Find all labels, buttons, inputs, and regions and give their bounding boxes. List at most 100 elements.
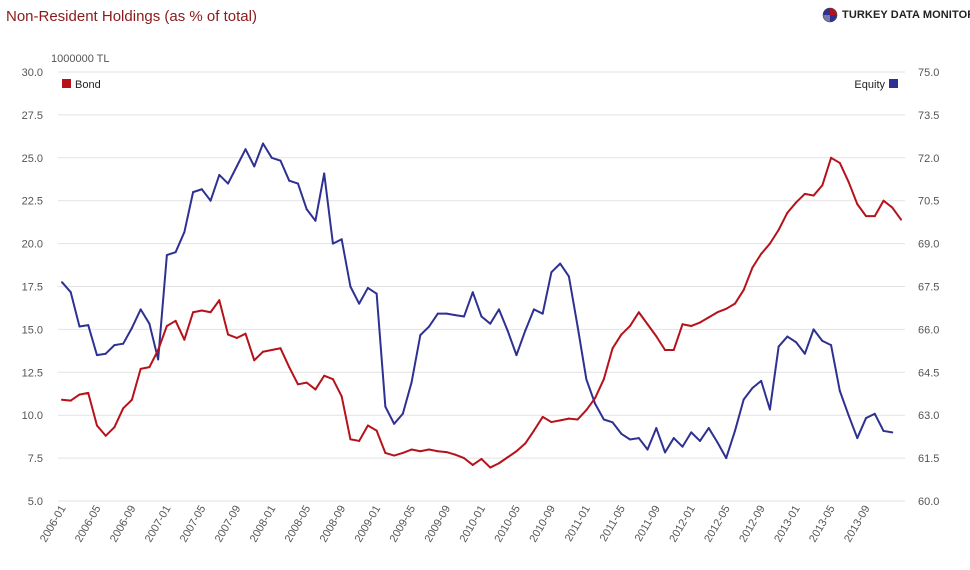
data-point-bond: [716, 311, 719, 314]
data-point-equity: [777, 345, 780, 348]
x-tick-label: 2007-01: [143, 504, 174, 545]
left-tick-label: 10.0: [22, 410, 43, 422]
data-point-equity: [847, 414, 850, 417]
legend-label-bond[interactable]: Bond: [75, 79, 101, 91]
data-point-bond: [480, 457, 483, 460]
data-point-equity: [358, 302, 361, 305]
data-point-equity: [323, 172, 326, 175]
data-point-equity: [567, 275, 570, 278]
data-point-bond: [681, 323, 684, 326]
data-point-bond: [165, 324, 168, 327]
data-point-equity: [244, 148, 247, 151]
data-point-equity: [891, 431, 894, 434]
left-tick-label: 30.0: [22, 67, 43, 79]
right-tick-label: 61.5: [918, 453, 939, 465]
data-point-bond: [61, 398, 63, 401]
left-tick-label: 12.5: [22, 367, 43, 379]
right-tick-label: 60.0: [918, 496, 939, 508]
data-point-equity: [296, 182, 299, 185]
x-tick-label: 2011-01: [563, 504, 593, 544]
legend-swatch-bond: [62, 79, 71, 88]
data-point-bond: [366, 424, 369, 427]
x-tick-label: 2009-01: [353, 504, 384, 545]
x-tick-label: 2013-01: [772, 504, 803, 545]
data-point-equity: [401, 412, 404, 415]
data-point-bond: [314, 388, 317, 391]
data-point-bond: [489, 466, 492, 469]
data-point-bond: [803, 192, 806, 195]
data-point-bond: [463, 457, 466, 460]
legend-swatch-equity: [889, 79, 898, 88]
data-point-bond: [900, 218, 902, 221]
data-point-bond: [384, 451, 387, 454]
data-point-equity: [751, 387, 754, 390]
data-point-equity: [803, 352, 806, 355]
x-tick-label: 2007-09: [213, 504, 244, 545]
data-point-bond: [393, 454, 396, 457]
data-point-equity: [227, 182, 230, 185]
data-point-equity: [786, 335, 789, 338]
x-tick-label: 2012-01: [667, 504, 698, 545]
data-point-bond: [830, 156, 833, 159]
data-point-equity: [113, 344, 116, 347]
data-point-equity: [576, 325, 579, 328]
data-point-equity: [279, 159, 282, 162]
data-point-equity: [506, 329, 509, 332]
data-point-bond: [629, 324, 632, 327]
x-tick-label: 2012-05: [702, 504, 733, 545]
data-point-bond: [227, 333, 230, 336]
data-point-equity: [375, 292, 378, 295]
data-point-equity: [812, 328, 815, 331]
data-point-equity: [532, 308, 535, 311]
data-point-equity: [489, 322, 492, 325]
data-point-bond: [358, 439, 361, 442]
x-tick-label: 2006-09: [108, 504, 139, 545]
data-point-equity: [157, 358, 160, 361]
right-tick-label: 73.5: [918, 110, 939, 122]
data-point-bond: [891, 206, 894, 209]
data-point-bond: [349, 438, 352, 441]
data-point-equity: [865, 417, 868, 420]
data-point-bond: [751, 266, 754, 269]
data-point-equity: [174, 251, 177, 254]
data-point-bond: [550, 421, 553, 424]
data-point-bond: [104, 434, 107, 437]
data-point-bond: [795, 201, 798, 204]
data-point-bond: [541, 415, 544, 418]
data-point-equity: [148, 322, 151, 325]
right-tick-label: 64.5: [918, 367, 939, 379]
x-tick-label: 2008-01: [248, 504, 279, 545]
right-tick-label: 69.0: [918, 239, 939, 251]
right-tick-label: 66.0: [918, 324, 939, 336]
data-point-bond: [725, 307, 728, 310]
data-point-bond: [585, 409, 588, 412]
brand-logo[interactable]: TURKEY DATA MONITOR: [822, 7, 970, 23]
data-point-equity: [139, 308, 142, 311]
data-point-bond: [69, 399, 72, 402]
data-point-equity: [672, 437, 675, 440]
data-point-equity: [104, 352, 107, 355]
data-point-equity: [87, 324, 90, 327]
left-tick-label: 27.5: [22, 110, 43, 122]
data-point-bond: [157, 348, 160, 351]
data-point-bond: [812, 194, 815, 197]
data-point-equity: [314, 219, 317, 222]
data-point-equity: [218, 173, 221, 176]
data-point-bond: [113, 426, 116, 429]
right-tick-label: 75.0: [918, 67, 939, 79]
data-point-equity: [192, 191, 195, 194]
data-point-bond: [882, 199, 885, 202]
left-tick-label: 20.0: [22, 239, 43, 251]
data-point-equity: [69, 291, 72, 294]
data-point-equity: [366, 286, 369, 289]
legend-label-equity[interactable]: Equity: [854, 79, 885, 91]
data-point-bond: [253, 359, 256, 362]
data-point-bond: [690, 324, 693, 327]
data-point-bond: [323, 374, 326, 377]
data-point-bond: [174, 319, 177, 322]
data-point-equity: [288, 179, 291, 182]
left-tick-label: 17.5: [22, 282, 43, 294]
data-point-bond: [576, 418, 579, 421]
data-point-equity: [541, 312, 544, 315]
